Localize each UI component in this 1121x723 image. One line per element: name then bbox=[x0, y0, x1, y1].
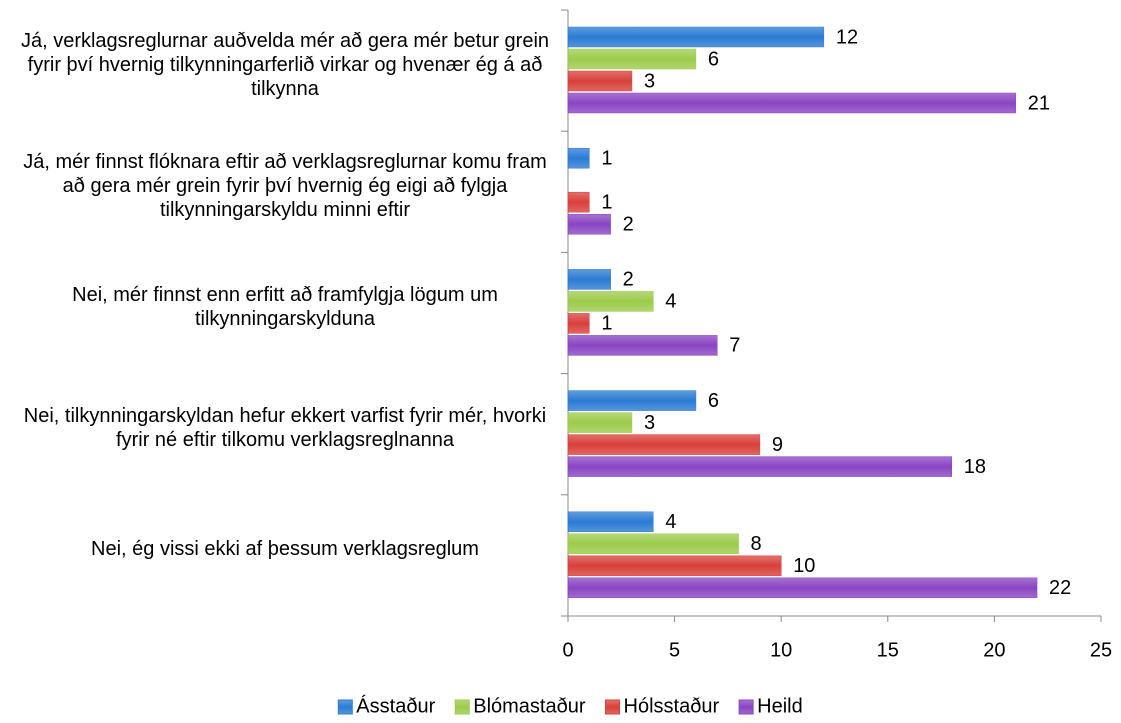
bar bbox=[567, 456, 953, 477]
category-label: Nei, tilkynningarskyldan hefur ekkert va… bbox=[23, 405, 547, 452]
category-label-box: Nei, ég vissi ekki af þessum verklagsreg… bbox=[91, 538, 479, 561]
bar bbox=[567, 555, 782, 577]
x-tick-label: 25 bbox=[1090, 639, 1112, 661]
legend-label: Hólsstaður bbox=[624, 695, 720, 717]
legend-label: Heild bbox=[757, 695, 803, 717]
value-label: 8 bbox=[751, 533, 762, 555]
value-label: 10 bbox=[793, 555, 815, 577]
bar bbox=[567, 26, 825, 48]
legend-swatch bbox=[337, 699, 353, 715]
bar bbox=[567, 533, 739, 555]
value-label: 1 bbox=[601, 147, 612, 169]
category-label: Nei, ég vissi ekki af þessum verklagsreg… bbox=[91, 538, 479, 561]
x-tick-label: 0 bbox=[562, 639, 573, 661]
value-label: 22 bbox=[1049, 577, 1071, 599]
category-label-box: Nei, tilkynningarskyldan hefur ekkert va… bbox=[23, 405, 547, 452]
category-label-box: Já, mér finnst flóknara eftir að verklag… bbox=[23, 150, 547, 221]
legend-swatch bbox=[454, 699, 470, 715]
value-label: 2 bbox=[623, 213, 634, 235]
bar bbox=[567, 313, 590, 334]
bar bbox=[567, 412, 633, 433]
category-label: Já, mér finnst flóknara eftir að verklag… bbox=[23, 150, 547, 221]
x-tick-label: 20 bbox=[983, 639, 1005, 661]
value-label: 3 bbox=[644, 412, 655, 434]
bar bbox=[567, 147, 590, 169]
x-tick-label: 15 bbox=[877, 639, 899, 661]
x-tick-label: 5 bbox=[669, 639, 680, 661]
bar bbox=[567, 434, 761, 455]
category-label: Nei, mér finnst enn erfitt að framfylgja… bbox=[72, 283, 498, 330]
value-label: 1 bbox=[601, 313, 612, 335]
bar bbox=[567, 269, 611, 290]
bar bbox=[567, 191, 590, 213]
category-label-box: Já, verklagsreglurnar auðvelda mér að ge… bbox=[20, 29, 550, 100]
bar bbox=[567, 511, 654, 533]
value-label: 2 bbox=[623, 269, 634, 291]
bar bbox=[567, 92, 1016, 114]
value-label: 4 bbox=[665, 511, 676, 533]
category-label: Já, verklagsreglurnar auðvelda mér að ge… bbox=[20, 29, 550, 100]
value-label: 6 bbox=[708, 390, 719, 412]
bar bbox=[567, 213, 611, 235]
category-label-box: Nei, mér finnst enn erfitt að framfylgja… bbox=[72, 283, 498, 330]
value-label: 4 bbox=[665, 291, 676, 313]
bar bbox=[567, 48, 697, 70]
value-label: 9 bbox=[772, 434, 783, 456]
value-label: 7 bbox=[729, 335, 740, 357]
value-label: 18 bbox=[964, 456, 986, 478]
value-label: 12 bbox=[836, 26, 858, 48]
legend-swatch bbox=[605, 699, 621, 715]
bar bbox=[567, 291, 654, 312]
bar bbox=[567, 390, 697, 411]
value-label: 1 bbox=[601, 191, 612, 213]
bar bbox=[567, 70, 633, 92]
x-tick-label: 10 bbox=[770, 639, 792, 661]
value-label: 21 bbox=[1028, 92, 1050, 114]
legend-swatch bbox=[738, 699, 754, 715]
legend-label: Blómastaður bbox=[473, 695, 586, 717]
bar bbox=[567, 577, 1038, 599]
value-label: 3 bbox=[644, 70, 655, 92]
value-label: 6 bbox=[708, 48, 719, 70]
legend-label: Ásstaður bbox=[356, 694, 435, 717]
bar bbox=[567, 335, 718, 356]
